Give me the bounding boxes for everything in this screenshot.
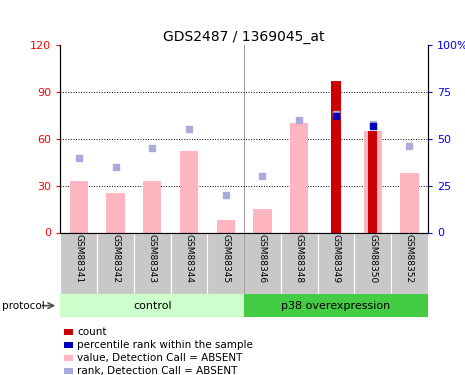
Text: GSM88341: GSM88341 bbox=[74, 234, 83, 284]
Bar bbox=[64, 342, 73, 348]
Bar bbox=[60, 294, 244, 317]
Text: protocol: protocol bbox=[2, 301, 45, 310]
Bar bbox=[171, 232, 207, 294]
Text: GSM88352: GSM88352 bbox=[405, 234, 414, 284]
Text: GSM88349: GSM88349 bbox=[332, 234, 340, 284]
Text: GSM88342: GSM88342 bbox=[111, 234, 120, 284]
Bar bbox=[391, 232, 428, 294]
Bar bbox=[364, 131, 382, 232]
Bar bbox=[64, 355, 73, 362]
Bar bbox=[143, 181, 161, 232]
Text: GSM88348: GSM88348 bbox=[295, 234, 304, 284]
Bar bbox=[97, 232, 134, 294]
Bar bbox=[368, 131, 377, 232]
Bar bbox=[244, 232, 281, 294]
Bar bbox=[332, 81, 340, 232]
Text: value, Detection Call = ABSENT: value, Detection Call = ABSENT bbox=[77, 353, 242, 363]
Bar bbox=[253, 209, 272, 232]
Text: percentile rank within the sample: percentile rank within the sample bbox=[77, 340, 253, 350]
Bar bbox=[106, 194, 125, 232]
Title: GDS2487 / 1369045_at: GDS2487 / 1369045_at bbox=[163, 30, 325, 44]
Bar bbox=[354, 232, 391, 294]
Bar bbox=[60, 232, 97, 294]
Bar bbox=[217, 220, 235, 232]
Text: control: control bbox=[133, 301, 172, 310]
Bar bbox=[318, 232, 354, 294]
Bar bbox=[64, 368, 73, 375]
Text: p38 overexpression: p38 overexpression bbox=[281, 301, 391, 310]
Bar bbox=[180, 151, 198, 232]
Text: count: count bbox=[77, 327, 106, 337]
Bar bbox=[207, 232, 244, 294]
Bar bbox=[244, 294, 428, 317]
Text: GSM88344: GSM88344 bbox=[185, 234, 193, 284]
Bar bbox=[290, 123, 308, 232]
Bar bbox=[64, 329, 73, 335]
Bar bbox=[400, 173, 418, 232]
Text: rank, Detection Call = ABSENT: rank, Detection Call = ABSENT bbox=[77, 366, 237, 375]
Text: GSM88350: GSM88350 bbox=[368, 234, 377, 284]
Text: GSM88343: GSM88343 bbox=[148, 234, 157, 284]
Bar bbox=[70, 181, 88, 232]
Bar bbox=[281, 232, 318, 294]
Bar bbox=[134, 232, 171, 294]
Text: GSM88346: GSM88346 bbox=[258, 234, 267, 284]
Text: GSM88345: GSM88345 bbox=[221, 234, 230, 284]
